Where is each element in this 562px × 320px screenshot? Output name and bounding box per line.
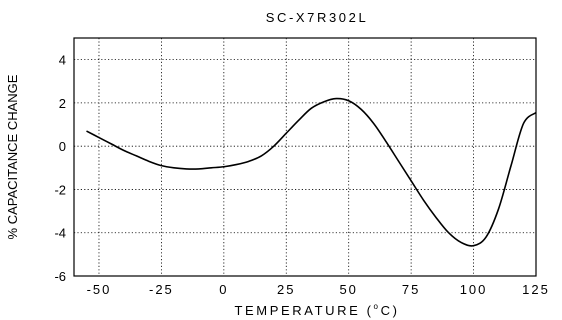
x-tick-label: 125 xyxy=(522,282,550,297)
x-tick-label: 0 xyxy=(219,282,228,297)
x-tick-labels: -50 -25 0 25 50 75 100 125 xyxy=(87,282,550,297)
plot-frame xyxy=(73,37,537,277)
x-tick-label: 25 xyxy=(277,282,295,297)
x-axis-label: TEMPERATURE (oC) xyxy=(235,302,400,318)
y-tick-labels: -6 -4 -2 0 2 4 xyxy=(54,53,66,284)
x-tick-label: 50 xyxy=(339,282,357,297)
x-tick-label: -50 xyxy=(87,282,112,297)
gridlines xyxy=(74,38,537,277)
x-axis-label-prefix: TEMPERATURE ( xyxy=(235,303,374,318)
x-tick-label: 100 xyxy=(460,282,488,297)
chart-title: SC-X7R302L xyxy=(266,10,369,25)
y-axis-label: % CAPACITANCE CHANGE xyxy=(5,74,20,239)
y-tick-label: 0 xyxy=(59,139,66,154)
series-line xyxy=(86,97,537,247)
degree-symbol: o xyxy=(374,302,381,311)
y-tick-label: -6 xyxy=(54,269,66,284)
y-tick-label: -2 xyxy=(54,182,66,197)
y-tick-label: 2 xyxy=(59,96,66,111)
y-tick-label: 4 xyxy=(59,53,66,68)
x-axis-label-suffix: C) xyxy=(381,303,400,318)
y-tick-label: -4 xyxy=(54,226,66,241)
x-tick-label: -25 xyxy=(149,282,174,297)
x-tick-label: 75 xyxy=(402,282,420,297)
